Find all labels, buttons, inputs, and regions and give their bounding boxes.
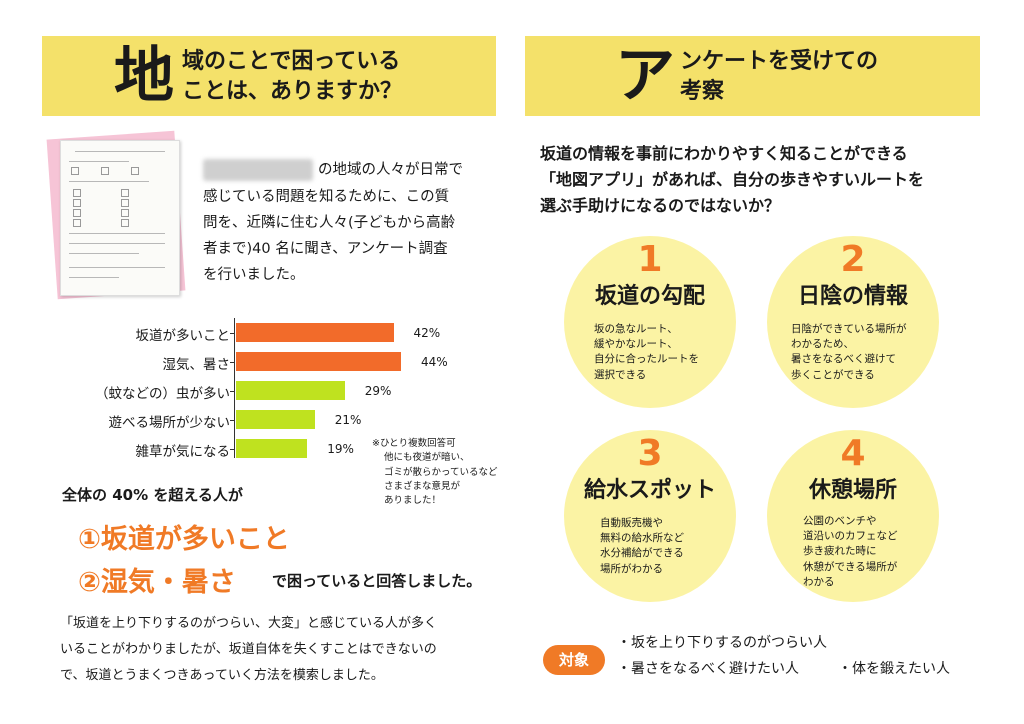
desc-line: 緩やかなルート、	[594, 338, 678, 351]
chart-note: ※ひとり複数回答可 他にも夜道が暗い、 ゴミが散らかっているなど さまざまな意見…	[372, 437, 498, 508]
feature-title: 休憩場所	[808, 478, 897, 503]
desc-line: 自分に合ったルートを	[594, 353, 699, 366]
feature-circle-rest: 4 休憩場所 公園のベンチや 道沿いのカフェなど 歩き疲れた時に 休憩ができる場…	[767, 430, 939, 602]
desc-line: 日陰ができている場所が	[791, 323, 907, 335]
conclusion-line-2: いることがわかりましたが、坂道自体を失くすことはできないの	[60, 642, 437, 657]
desc-line: わかる	[803, 575, 835, 588]
intro-line-2: 感じている問題を知るために、この質	[203, 189, 450, 205]
desc-line: 選択できる	[594, 368, 647, 381]
left-header-line1: 域のことで困っている	[182, 49, 401, 74]
bar	[236, 323, 394, 342]
bar-category-label: （蚊などの）虫が多い	[95, 386, 230, 402]
bar-value-label: 44%	[421, 355, 448, 369]
desc-line: 坂の急なルート、	[594, 323, 678, 335]
result-highlight-1: ①坂道が多いこと	[78, 524, 290, 555]
axis-tick	[230, 333, 235, 334]
bar	[236, 410, 315, 429]
desc-line: 歩くことができる	[791, 368, 875, 381]
bar-value-label: 42%	[413, 326, 441, 340]
feature-title: 日陰の情報	[797, 284, 908, 309]
feature-number: 4	[840, 433, 866, 474]
desc-line: 無料の給水所など	[600, 532, 684, 545]
feature-circle-shade: 2 日陰の情報 日陰ができている場所が わかるため、 暑さをなるべく避けて 歩く…	[767, 236, 939, 408]
intro-line-5: を行いました。	[203, 267, 305, 283]
proposal-line-2: 「地図アプリ」があれば、自分の歩きやすいルートを	[540, 170, 925, 189]
intro-line-3: 問を、近隣に住む人々(子どもから高齢	[203, 215, 456, 231]
intro-line-1: の地域の人々が日常で	[318, 162, 463, 178]
redacted-area-name	[203, 159, 313, 181]
right-header-line2: 考察	[680, 79, 725, 104]
result-lead: 全体の 40% を超える人が	[62, 486, 243, 504]
bar-category-label: 遊べる場所が少ない	[108, 415, 231, 431]
left-header-initial: 地	[114, 41, 174, 111]
note-line-5: ありました！	[384, 495, 442, 506]
right-header-initial: ア	[615, 41, 675, 111]
feature-circle-water: 3 給水スポット 自動販売機や 無料の給水所など 水分補給ができる 場所がわかる	[564, 430, 736, 602]
proposal-line-3: 選ぶ手助けになるのではないか？	[540, 196, 781, 215]
note-line-3: ゴミが散らかっているなど	[384, 466, 498, 478]
desc-line: 水分補給ができる	[600, 547, 684, 560]
target-item-3: ・体を鍛えたい人	[838, 661, 950, 677]
left-header-line2: ことは、ありますか？	[182, 79, 403, 104]
note-line-4: さまざまな意見が	[384, 480, 461, 492]
axis-tick	[230, 420, 235, 421]
feature-circle-slope: 1 坂道の勾配 坂の急なルート、 緩やかなルート、 自分に合ったルートを 選択で…	[564, 236, 736, 408]
feature-number: 3	[637, 433, 663, 474]
desc-line: 道沿いのカフェなど	[803, 530, 898, 543]
survey-sheet-photo	[60, 140, 180, 296]
proposal-line-1: 坂道の情報を事前にわかりやすく知ることができる	[540, 144, 908, 163]
axis-tick	[230, 391, 235, 392]
right-header-banner: ア ンケートを受けての 考察	[525, 36, 980, 116]
right-header-line1: ンケートを受けての	[680, 49, 879, 74]
feature-number: 1	[637, 239, 663, 280]
desc-line: 公園のベンチや	[803, 515, 877, 527]
feature-title: 給水スポット	[583, 478, 716, 503]
desc-line: 休憩ができる場所が	[803, 560, 898, 573]
target-item-1: ・坂を上り下りするのがつらい人	[617, 635, 827, 651]
desc-line: 歩き疲れた時に	[803, 545, 877, 558]
feature-description: 公園のベンチや 道沿いのカフェなど 歩き疲れた時に 休憩ができる場所が わかる	[803, 514, 898, 590]
left-header-banner: 地 域のことで困っている ことは、ありますか？	[42, 36, 496, 116]
conclusion-line-1: 「坂道を上り下りするのがつらい、大変」と感じている人が多く	[60, 616, 438, 631]
feature-description: 坂の急なルート、 緩やかなルート、 自分に合ったルートを 選択できる	[594, 322, 699, 383]
feature-number: 2	[840, 239, 866, 280]
desc-line: 場所がわかる	[600, 562, 663, 575]
bar-category-label: 坂道が多いこと	[135, 328, 231, 344]
axis-tick	[230, 449, 235, 450]
intro-line-4: 者まで)40 名に聞き、アンケート調査	[203, 241, 448, 257]
chart-axis	[234, 318, 235, 458]
bar-value-label: 21%	[334, 413, 362, 427]
note-line-2: 他にも夜道が暗い、	[384, 452, 470, 464]
feature-description: 自動販売機や 無料の給水所など 水分補給ができる 場所がわかる	[600, 516, 684, 577]
result-answer: で困っていると回答しました。	[272, 572, 482, 590]
bar-value-label: 29%	[364, 384, 392, 398]
conclusion-line-3: で、坂道とうまくつきあっていく方法を模索しました。	[60, 668, 384, 683]
desc-line: 自動販売機や	[600, 517, 663, 529]
bar	[236, 381, 345, 400]
feature-title: 坂道の勾配	[594, 284, 705, 309]
feature-description: 日陰ができている場所が わかるため、 暑さをなるべく避けて 歩くことができる	[791, 322, 907, 383]
axis-tick	[230, 362, 235, 363]
target-badge: 対象	[543, 645, 605, 675]
target-item-2: ・暑さをなるべく避けたい人	[617, 661, 799, 677]
bar	[236, 439, 308, 458]
desc-line: 暑さをなるべく避けて	[791, 353, 896, 366]
bar-category-label: 湿気、暑さ	[162, 357, 231, 373]
note-line-1: ※ひとり複数回答可	[372, 438, 456, 449]
bar-value-label: 19%	[327, 442, 354, 456]
desc-line: わかるため、	[791, 338, 854, 351]
result-highlight-2: ②湿気・暑さ	[78, 567, 236, 598]
bar	[236, 352, 401, 371]
bar-category-label: 雑草が気になる	[135, 444, 231, 460]
